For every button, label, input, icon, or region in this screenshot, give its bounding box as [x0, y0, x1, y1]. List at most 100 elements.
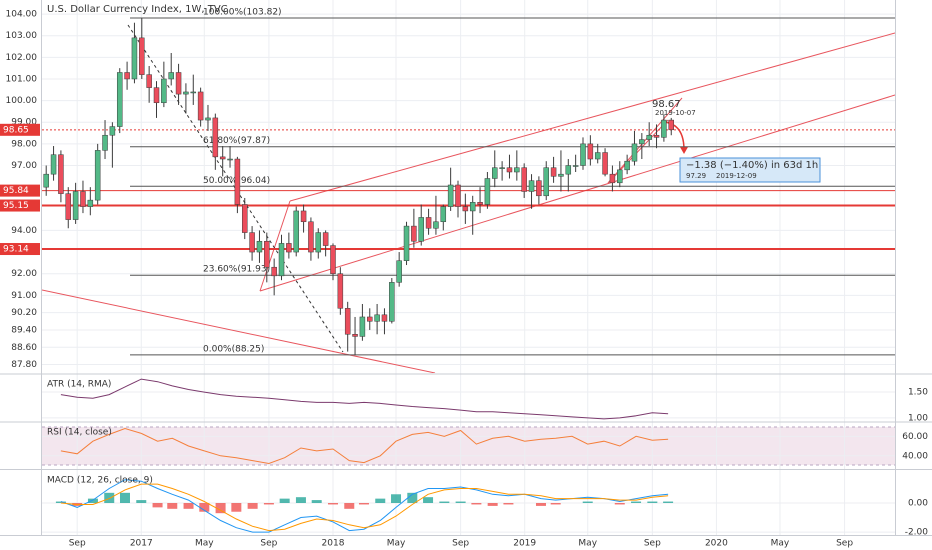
y-tick-label: 0.00: [908, 499, 928, 509]
wedge-upper: [607, 97, 683, 184]
candle-body: [227, 158, 233, 161]
candle-body: [653, 134, 660, 138]
histogram-bar: [407, 492, 418, 503]
y-tick-label: 1.00: [908, 413, 928, 423]
histogram-bar: [344, 503, 355, 509]
candle-body: [264, 240, 270, 268]
candle-body: [433, 221, 439, 229]
candle-body: [308, 221, 314, 253]
candle-body: [183, 91, 189, 95]
y-tick-label: 102.00: [6, 53, 38, 63]
candle-body: [492, 167, 498, 179]
candle-body: [389, 282, 395, 322]
measure-box: [679, 157, 821, 183]
candle-body: [550, 167, 557, 177]
x-tick-label: Sep: [260, 539, 277, 549]
candle-body: [499, 167, 505, 169]
candle-body: [668, 119, 674, 131]
histogram-bar: [391, 494, 402, 503]
candle-body: [418, 217, 424, 242]
histogram-bar: [183, 503, 194, 509]
candle-body: [139, 37, 145, 75]
histogram-bar: [199, 503, 210, 512]
fib-label: 100.00%(103.82): [203, 7, 282, 17]
candle-body: [506, 167, 513, 173]
candle-body: [161, 78, 167, 104]
candle-body: [352, 334, 358, 337]
y-tick-label: 94.00: [11, 226, 37, 236]
candle-body: [521, 167, 527, 192]
histogram-bar: [582, 501, 593, 503]
candle-body: [558, 173, 564, 177]
channel-upper: [289, 32, 895, 202]
candle-body: [315, 232, 322, 253]
candle-body: [293, 210, 299, 253]
y-tick-label: 100.00: [6, 96, 38, 106]
candle-body: [572, 165, 579, 167]
candle-body: [50, 154, 57, 175]
candle-body: [536, 180, 542, 197]
candle-body: [190, 91, 197, 94]
candle-body: [205, 117, 211, 121]
candle-body: [514, 167, 520, 173]
trend-line: [42, 289, 436, 373]
y-tick-label: 88.60: [11, 343, 37, 353]
candle-body: [234, 158, 241, 205]
candle-body: [359, 316, 366, 337]
histogram-bar: [647, 501, 658, 503]
candle-body: [367, 316, 373, 322]
candle-body: [617, 169, 623, 184]
candle-body: [337, 273, 344, 309]
x-tick-label: 2020: [705, 539, 728, 549]
histogram-bar: [136, 500, 147, 503]
price-label: 98.65: [3, 125, 29, 135]
candle-body: [469, 202, 476, 212]
candle-body: [219, 156, 226, 160]
channel-edge: [259, 200, 291, 292]
candle-body: [609, 173, 616, 184]
histogram-bar: [423, 497, 434, 503]
y-tick-label: 60.00: [902, 432, 928, 442]
histogram-bar: [167, 503, 178, 509]
candle-body: [594, 152, 601, 160]
x-tick-label: May: [771, 539, 790, 549]
indicator-panes: [55, 378, 674, 533]
histogram-bar: [631, 501, 642, 503]
candle-body: [249, 232, 255, 253]
x-tick-label: 2018: [322, 539, 345, 549]
candle-body: [403, 225, 410, 261]
y-tick-label: 40.00: [902, 451, 928, 461]
fib-label: 0.00%(88.25): [203, 344, 264, 354]
candle-body: [455, 184, 461, 207]
x-tick-label: Sep: [644, 539, 661, 549]
candle-body: [587, 143, 594, 160]
y-tick-label: 98.00: [11, 139, 37, 149]
arrow-head: [680, 147, 688, 154]
candle-body: [477, 202, 483, 205]
candle-body: [580, 143, 586, 166]
histogram-bar: [663, 501, 674, 503]
y-tick-label: 97.00: [11, 161, 37, 171]
candle-body: [602, 152, 608, 175]
indicator-title: ATR (14, RMA): [47, 380, 111, 390]
candle-body: [286, 243, 292, 253]
histogram-bar: [487, 503, 498, 506]
histogram-bar: [87, 498, 98, 503]
histogram-bar: [614, 503, 625, 505]
candle-body: [543, 167, 549, 197]
histogram-bar: [279, 498, 290, 503]
candle-body: [175, 72, 182, 95]
y-tick-label: 104.00: [6, 10, 38, 20]
candle-body: [330, 245, 336, 274]
candle-body: [116, 72, 123, 127]
candle-body: [131, 37, 138, 80]
annotation: 2019-10-07: [655, 109, 696, 117]
histogram-bar: [119, 492, 130, 503]
candle-body: [43, 173, 49, 188]
y-tick-label: 91.00: [11, 291, 37, 301]
y-tick-label: -2.00: [905, 528, 929, 538]
channel-lower: [259, 94, 895, 292]
histogram-bar: [295, 497, 306, 503]
candle-body: [631, 143, 638, 162]
